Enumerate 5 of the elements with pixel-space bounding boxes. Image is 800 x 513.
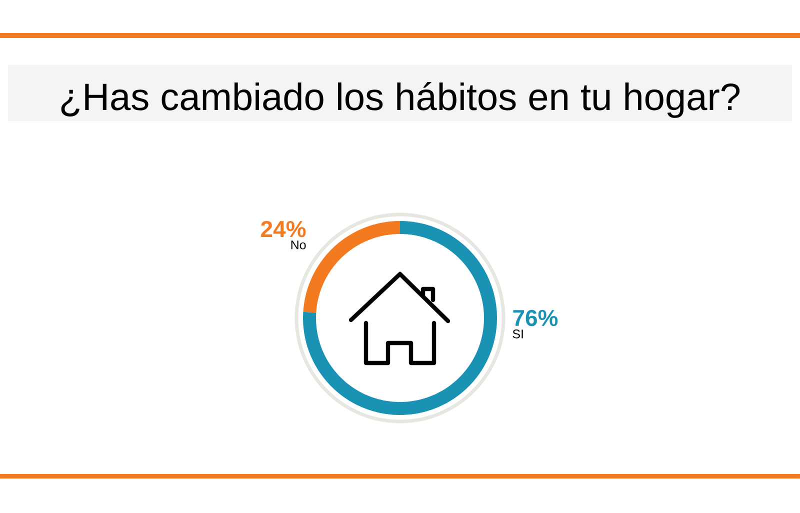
data-label: 24%	[261, 220, 306, 238]
chart-title: ¿Has cambiado los hábitos en tu hogar?	[61, 82, 740, 118]
slice-label: SI	[512, 330, 523, 338]
data-label: 76%	[513, 310, 558, 326]
slice-label: No	[291, 240, 306, 250]
